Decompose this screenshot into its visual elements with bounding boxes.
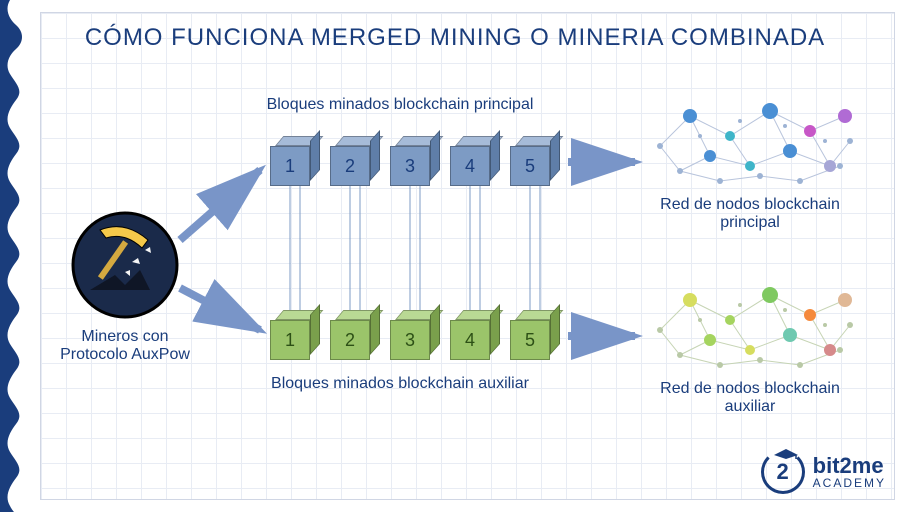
miner-label: Mineros con Protocolo AuxPow <box>50 328 200 364</box>
top-chain: 1 2 3 4 5 <box>270 136 558 186</box>
logo-brand: bit2me <box>813 455 886 477</box>
block-bot-1: 1 <box>270 310 318 360</box>
block-top-5: 5 <box>510 136 558 186</box>
diagram-title: CÓMO FUNCIONA MERGED MINING O MINERIA CO… <box>0 24 910 52</box>
block-top-3: 3 <box>390 136 438 186</box>
block-bot-5: 5 <box>510 310 558 360</box>
bit2me-logo: 2 bit2me ACADEMY <box>761 450 886 494</box>
block-bot-2: 2 <box>330 310 378 360</box>
bot-chain: 1 2 3 4 5 <box>270 310 558 360</box>
logo-badge: 2 <box>761 450 805 494</box>
network-top-icon <box>640 86 870 196</box>
bot-chain-label: Bloques minados blockchain auxiliar <box>235 375 565 393</box>
miner-icon <box>70 210 180 320</box>
logo-subbrand: ACADEMY <box>813 477 886 489</box>
top-chain-label: Bloques minados blockchain principal <box>235 96 565 114</box>
network-bot-icon <box>640 270 870 380</box>
network-bot-label: Red de nodos blockchain auxiliar <box>640 380 860 416</box>
block-top-4: 4 <box>450 136 498 186</box>
block-bot-3: 3 <box>390 310 438 360</box>
block-top-1: 1 <box>270 136 318 186</box>
block-bot-4: 4 <box>450 310 498 360</box>
block-top-2: 2 <box>330 136 378 186</box>
logo-number: 2 <box>777 459 789 485</box>
network-top-label: Red de nodos blockchain principal <box>640 196 860 232</box>
